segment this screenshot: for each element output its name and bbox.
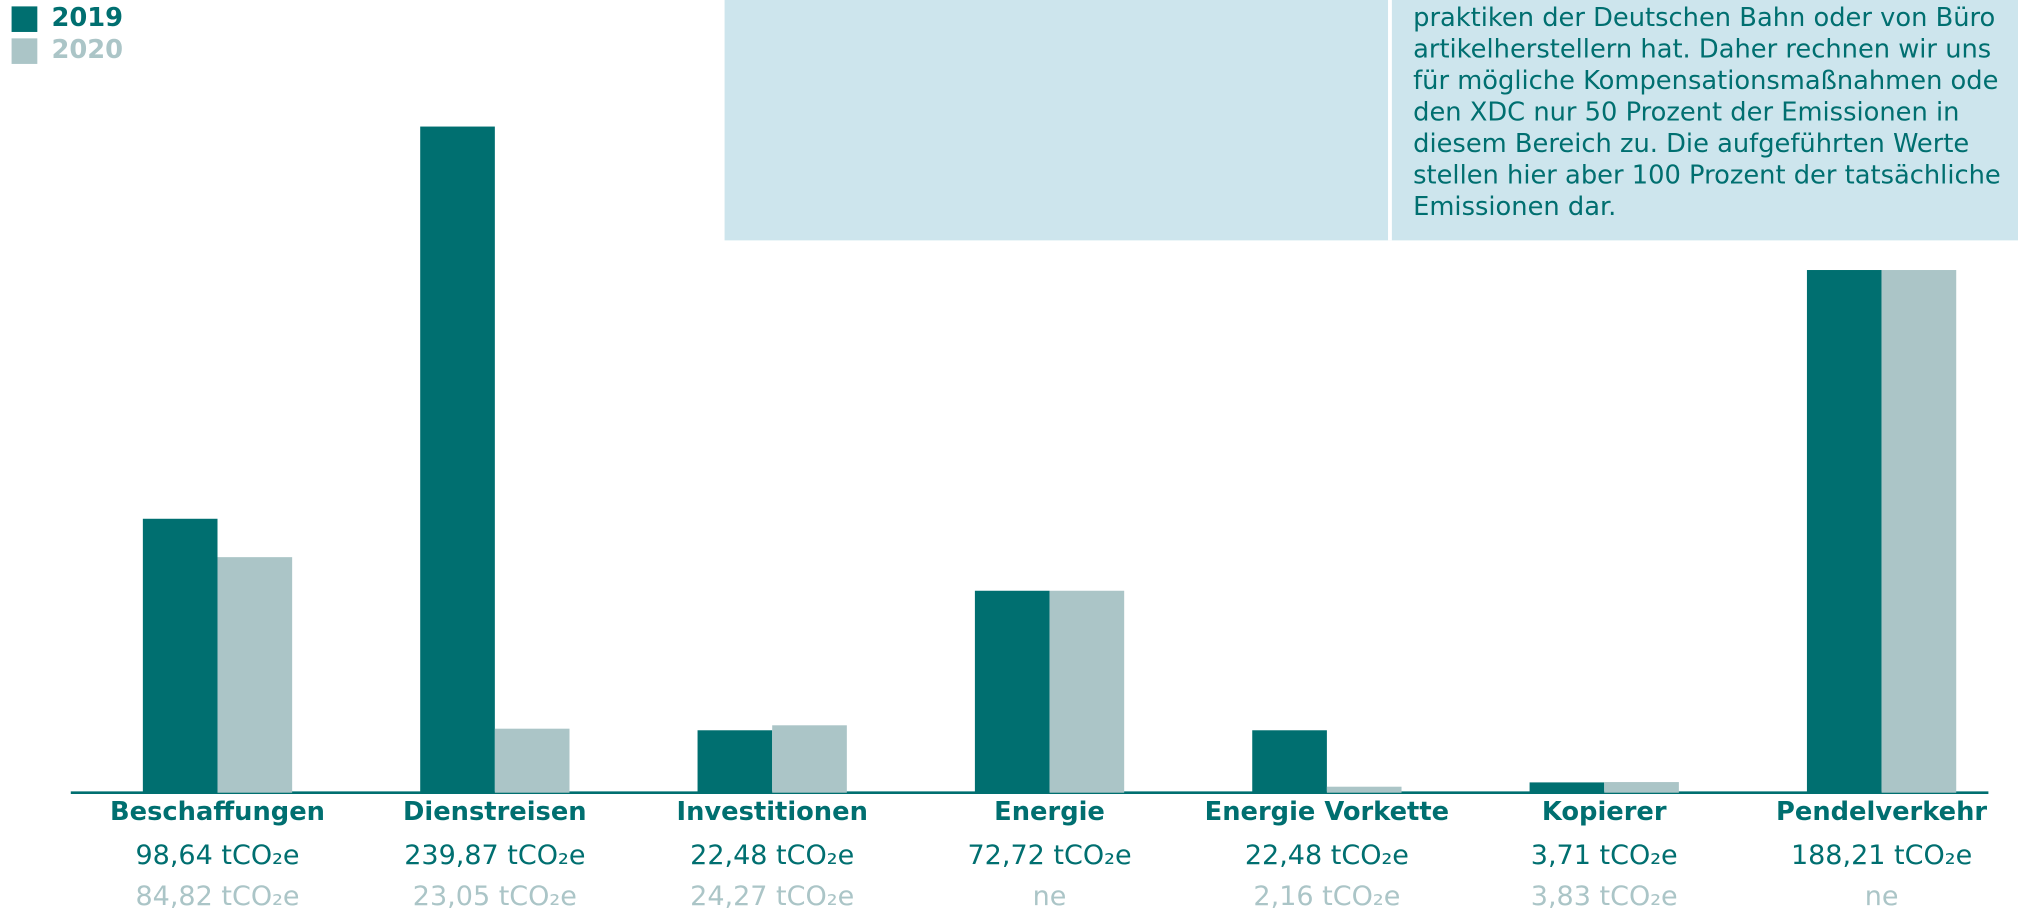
bar	[697, 730, 773, 793]
bar	[1806, 270, 1882, 793]
legend-label: 2019	[51, 3, 123, 33]
bar	[1049, 590, 1125, 793]
bar	[217, 557, 293, 793]
value-label: 23,05 tCO₂e	[413, 881, 577, 912]
value-label: 84,82 tCO₂e	[135, 881, 299, 912]
note-text: diesem Bereich zu. Die aufgeführten Wert…	[1413, 129, 1969, 159]
bar	[142, 518, 218, 793]
value-label: ne	[1865, 881, 1899, 912]
note-text: stellen hier aber 100 Prozent der tatsäc…	[1413, 160, 2001, 190]
bar	[494, 728, 570, 793]
value-label: 24,27 tCO₂e	[690, 881, 854, 912]
value-label: 239,87 tCO₂e	[404, 840, 585, 871]
note-text: für mögliche Kompensationsmaßnahmen ode	[1413, 66, 1998, 96]
bar	[1326, 786, 1402, 793]
bar	[1604, 782, 1679, 793]
legend-swatch	[11, 6, 38, 32]
note-text: den XDC nur 50 Prozent der Emissionen in	[1413, 98, 1959, 128]
value-label: ne	[1033, 881, 1067, 912]
value-label: 2,16 tCO₂e	[1253, 881, 1400, 912]
category-label: Dienstreisen	[403, 797, 587, 827]
category-label: Energie	[994, 797, 1105, 827]
bar	[1252, 730, 1327, 793]
category-label: Pendelverkehr	[1776, 797, 1987, 827]
value-label: 188,21 tCO₂e	[1791, 840, 1972, 871]
bar	[1881, 270, 1957, 793]
category-label: Kopierer	[1542, 797, 1667, 827]
note-text: Emissionen dar.	[1413, 192, 1616, 222]
legend-label: 2020	[51, 35, 123, 65]
value-label: 72,72 tCO₂e	[968, 840, 1132, 871]
bar	[772, 725, 847, 793]
bar	[974, 590, 1050, 793]
value-label: 98,64 tCO₂e	[135, 840, 299, 871]
note-text: artikelherstellern hat. Daher rechnen wi…	[1413, 35, 1991, 65]
category-label: Energie Vorkette	[1205, 797, 1449, 827]
note-box	[724, 0, 2018, 241]
value-label: 3,71 tCO₂e	[1531, 840, 1678, 871]
legend-swatch	[11, 38, 38, 64]
value-label: 22,48 tCO₂e	[690, 840, 854, 871]
bar	[420, 126, 495, 793]
category-label: Beschaffungen	[110, 797, 325, 827]
bar	[1529, 782, 1605, 793]
value-label: 3,83 tCO₂e	[1531, 881, 1678, 912]
value-label: 22,48 tCO₂e	[1245, 840, 1409, 871]
note-text: praktiken der Deutschen Bahn oder von Bü…	[1413, 3, 1995, 33]
category-label: Investitionen	[676, 797, 867, 827]
